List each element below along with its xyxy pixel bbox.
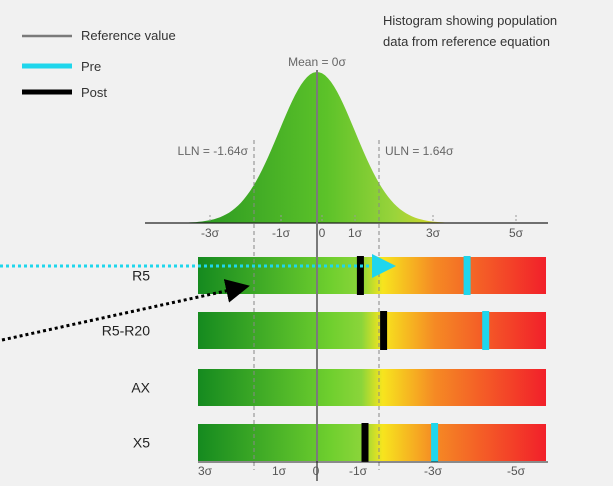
post-marker (361, 423, 369, 462)
bottom-tick-label: 1σ (272, 464, 287, 478)
bar-row (198, 369, 546, 406)
category-label: AX (131, 380, 150, 396)
mean-label: Mean = 0σ (288, 55, 346, 69)
value-markers (356, 256, 490, 462)
description-line-2: data from reference equation (383, 34, 550, 49)
pre-marker (482, 311, 490, 350)
top-tick-label: 5σ (509, 226, 524, 240)
bar-rows: R5 R5-R20 AX X5 (102, 257, 546, 461)
bottom-tick-label: 3σ (198, 464, 213, 478)
bottom-tick-label: -1σ (349, 464, 368, 478)
pre-marker (463, 256, 471, 295)
top-tick-label: 3σ (426, 226, 441, 240)
top-tick-label: 0 (319, 226, 326, 240)
bottom-tick-label: 0 (313, 464, 320, 478)
description-line-1: Histogram showing population (383, 13, 557, 28)
legend-pre-label: Pre (81, 59, 101, 74)
legend-reference-label: Reference value (81, 28, 176, 43)
lln-label: LLN = -1.64σ (178, 144, 249, 158)
post-marker (356, 256, 364, 295)
category-label: R5-R20 (102, 323, 150, 339)
legend: Reference value Pre Post (22, 28, 176, 100)
top-tick-label: -3σ (201, 226, 220, 240)
top-tick-label: -1σ (272, 226, 291, 240)
uln-label: ULN = 1.64σ (385, 144, 454, 158)
bottom-axis-ticks: 3σ 1σ 0 -1σ -3σ -5σ (198, 464, 526, 478)
chart-description: Histogram showing population data from r… (383, 13, 561, 49)
category-label: R5 (132, 268, 150, 284)
category-label: X5 (133, 435, 150, 451)
pre-marker (431, 423, 439, 462)
bar-row (198, 424, 546, 461)
bell-curve (145, 72, 548, 223)
top-tick-label: 1σ (348, 226, 363, 240)
top-axis-ticks: -3σ -1σ 0 1σ 3σ 5σ (201, 215, 524, 240)
post-arrow (1, 279, 250, 342)
bottom-tick-label: -5σ (507, 464, 526, 478)
bottom-tick-label: -3σ (424, 464, 443, 478)
post-marker (380, 311, 388, 350)
bar-row (198, 257, 546, 294)
legend-post-label: Post (81, 85, 107, 100)
bar-row (198, 312, 546, 349)
